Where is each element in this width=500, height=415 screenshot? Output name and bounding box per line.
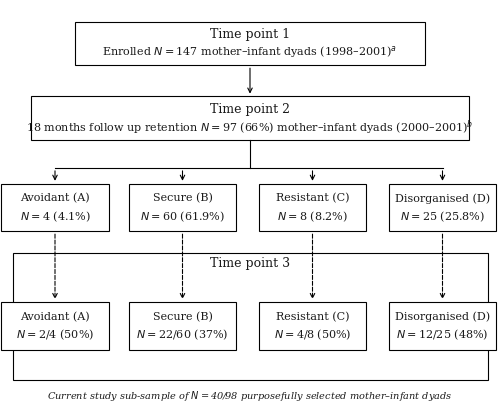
FancyBboxPatch shape xyxy=(259,302,366,349)
FancyBboxPatch shape xyxy=(389,302,496,349)
Text: Secure (B): Secure (B) xyxy=(152,193,212,203)
FancyBboxPatch shape xyxy=(2,302,109,349)
Text: Time point 3: Time point 3 xyxy=(210,257,290,270)
Text: Disorganised (D): Disorganised (D) xyxy=(395,193,490,204)
Text: Time point 2: Time point 2 xyxy=(210,103,290,116)
Text: Resistant (C): Resistant (C) xyxy=(276,312,349,322)
Text: Avoidant (A): Avoidant (A) xyxy=(20,193,90,203)
Text: Resistant (C): Resistant (C) xyxy=(276,193,349,203)
Text: Time point 1: Time point 1 xyxy=(210,28,290,41)
FancyBboxPatch shape xyxy=(389,183,496,232)
Text: $\mathit{N}$ = 60 (61.9%): $\mathit{N}$ = 60 (61.9%) xyxy=(140,210,225,224)
Text: $\mathit{N}$ = 22/60 (37%): $\mathit{N}$ = 22/60 (37%) xyxy=(136,328,228,342)
FancyBboxPatch shape xyxy=(31,96,469,140)
Text: $\mathit{N}$ = 2/4 (50%): $\mathit{N}$ = 2/4 (50%) xyxy=(16,328,94,342)
FancyBboxPatch shape xyxy=(75,22,425,65)
Text: Current study sub-sample of $\mathit{N}$ = 40/98 purposefully selected mother–in: Current study sub-sample of $\mathit{N}$… xyxy=(48,389,452,403)
FancyBboxPatch shape xyxy=(259,183,366,232)
Text: $\mathit{N}$ = 4 (4.1%): $\mathit{N}$ = 4 (4.1%) xyxy=(20,210,90,224)
Text: $\mathit{N}$ = 4/8 (50%): $\mathit{N}$ = 4/8 (50%) xyxy=(274,328,351,342)
FancyBboxPatch shape xyxy=(129,183,236,232)
Text: 18 months follow up retention $\mathit{N}$ = 97 (66%) mother–infant dyads (2000–: 18 months follow up retention $\mathit{N… xyxy=(26,118,473,137)
FancyBboxPatch shape xyxy=(2,183,109,232)
Text: Secure (B): Secure (B) xyxy=(152,312,212,322)
Text: $\mathit{N}$ = 8 (8.2%): $\mathit{N}$ = 8 (8.2%) xyxy=(277,210,348,224)
Text: Disorganised (D): Disorganised (D) xyxy=(395,311,490,322)
Text: Enrolled $\mathit{N}$ = 147 mother–infant dyads (1998–2001)$^{a}$: Enrolled $\mathit{N}$ = 147 mother–infan… xyxy=(102,45,398,61)
Text: Avoidant (A): Avoidant (A) xyxy=(20,312,90,322)
FancyBboxPatch shape xyxy=(129,302,236,349)
Text: $\mathit{N}$ = 25 (25.8%): $\mathit{N}$ = 25 (25.8%) xyxy=(400,210,485,224)
Text: $\mathit{N}$ = 12/25 (48%): $\mathit{N}$ = 12/25 (48%) xyxy=(396,328,488,342)
FancyBboxPatch shape xyxy=(12,253,488,380)
